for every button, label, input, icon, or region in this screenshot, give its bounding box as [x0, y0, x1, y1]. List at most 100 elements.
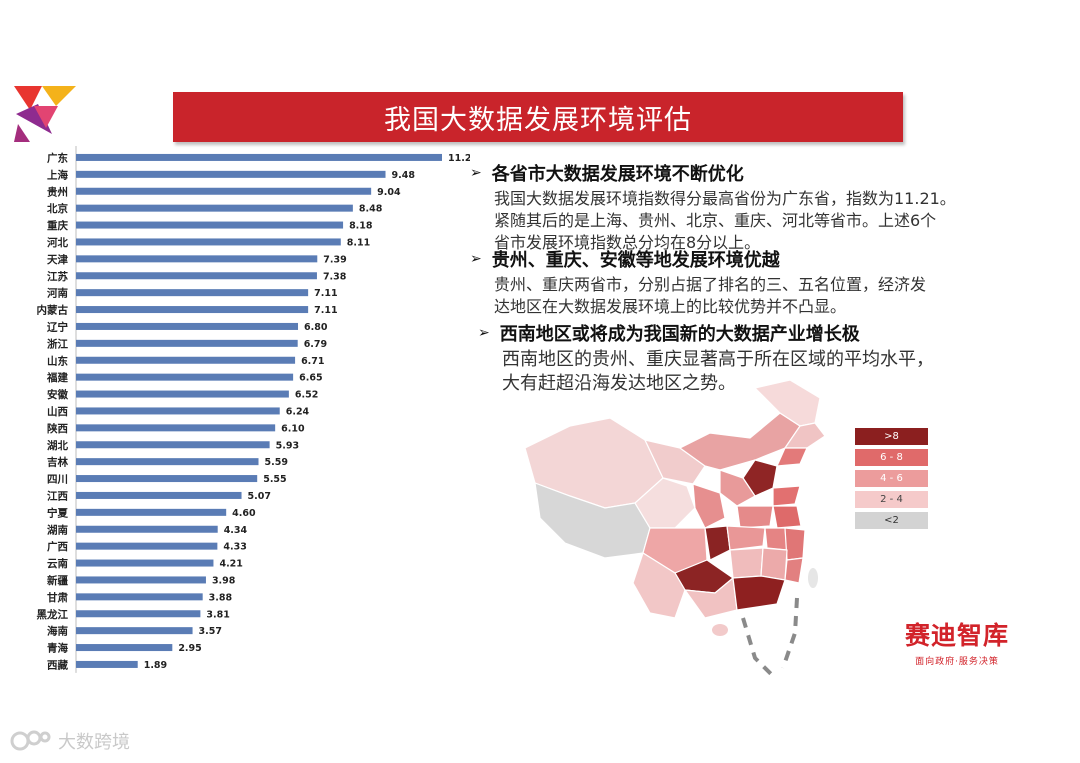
region-zhejiang [784, 527, 806, 561]
bar [76, 255, 318, 263]
bar [76, 491, 242, 499]
category-label: 福建 [46, 371, 68, 384]
data-label: 9.48 [392, 170, 416, 181]
bullet-2: ➢ 贵州、重庆、安徽等地发展环境优越 贵州、重庆两省市，分别占据了排名的三、五名… [470, 246, 926, 318]
data-label: 6.79 [304, 339, 327, 350]
category-label: 甘肃 [47, 591, 68, 604]
data-label: 7.38 [323, 271, 347, 282]
logo-icon [14, 86, 76, 142]
bullet-3-line-2: 大有赶超沿海发达地区之势。 [502, 373, 736, 394]
category-label: 浙江 [47, 337, 68, 350]
bar [76, 187, 372, 195]
region-hubei [726, 525, 766, 551]
region-fujian [784, 557, 804, 584]
bar [76, 559, 214, 567]
region-hebei [742, 459, 778, 497]
data-label: 11.21 [448, 153, 470, 164]
bar [76, 170, 386, 178]
category-label: 吉林 [47, 456, 68, 469]
bar [76, 221, 344, 229]
category-label: 广西 [47, 540, 68, 553]
category-label: 山东 [47, 354, 68, 367]
legend-item: 6 - 8 [855, 449, 928, 466]
region-henan [736, 505, 774, 529]
category-label: 贵州 [47, 185, 68, 198]
data-label: 8.18 [349, 221, 373, 232]
category-label: 湖南 [47, 523, 68, 536]
watermark: 大数跨境 [10, 728, 130, 754]
region-jiangxi [760, 547, 788, 581]
bullet-1-heading: 各省市大数据发展环境不断优化 [491, 164, 744, 185]
bar [76, 306, 309, 314]
bar [76, 525, 218, 533]
bar [76, 339, 298, 347]
data-label: 5.59 [265, 457, 288, 468]
bar [76, 390, 289, 398]
region-taiwan [808, 568, 818, 588]
data-label: 3.57 [199, 626, 222, 637]
data-label: 3.88 [209, 592, 233, 603]
region-shandong [772, 485, 801, 507]
bar [76, 660, 138, 668]
brand: 赛迪智库 面向政府·服务决策 [905, 616, 1009, 667]
region-liaoning [776, 447, 808, 467]
bullet-arrow-icon: ➢ [470, 251, 482, 267]
region-hunan [729, 547, 764, 579]
bar [76, 356, 296, 364]
bullet-2-line-1: 贵州、重庆两省市，分别占据了排名的三、五名位置，经济发 [494, 275, 927, 294]
data-label: 2.95 [178, 643, 201, 654]
bar [76, 153, 442, 161]
region-gansu [643, 439, 706, 485]
bullet-3-line-1: 西南地区的贵州、重庆显著高于所在区域的平均水平， [502, 349, 934, 370]
brand-slogan: 面向政府·服务决策 [915, 657, 999, 667]
bullet-1-line-2: 紧随其后的是上海、贵州、北京、重庆、河北等省市。上述6个 [494, 211, 937, 230]
data-label: 3.98 [212, 575, 236, 586]
region-yunnan [632, 552, 686, 619]
bar [76, 576, 206, 584]
data-label: 4.60 [232, 508, 256, 519]
category-label: 河南 [47, 287, 68, 300]
category-label: 上海 [47, 168, 68, 181]
bullet-1: ➢ 各省市大数据发展环境不断优化 我国大数据发展环境指数得分最高省份为广东省，指… [470, 160, 956, 254]
data-label: 6.10 [281, 423, 305, 434]
category-label: 黑龙江 [37, 608, 69, 621]
data-label: 7.39 [323, 254, 346, 265]
data-label: 1.89 [144, 660, 167, 671]
legend-item: <2 [855, 512, 928, 529]
category-label: 广东 [47, 151, 68, 164]
bar [76, 508, 227, 516]
data-label: 3.81 [206, 609, 229, 620]
bar [76, 204, 353, 212]
watermark-text: 大数跨境 [58, 732, 130, 753]
bar [76, 458, 259, 466]
bar [76, 272, 317, 280]
category-label: 内蒙古 [37, 304, 69, 317]
category-label: 四川 [47, 474, 68, 486]
bullet-1-line-1: 我国大数据发展环境指数得分最高省份为广东省，指数为11.21。 [494, 189, 956, 208]
bullet-3-heading: 西南地区或将成为我国新的大数据产业增长极 [499, 324, 860, 345]
bullet-arrow-icon: ➢ [470, 165, 482, 181]
bullet-3: ➢ 西南地区或将成为我国新的大数据产业增长极 西南地区的贵州、重庆显著高于所在区… [478, 320, 934, 396]
bar [76, 644, 173, 652]
region-shaanxi [692, 483, 726, 529]
region-anhui [764, 527, 788, 551]
bar [76, 373, 294, 381]
category-label: 新疆 [47, 574, 68, 587]
data-label: 8.11 [347, 237, 370, 248]
category-label: 陕西 [47, 422, 68, 435]
south-china-sea-line [741, 597, 799, 678]
watermark-logo-icon [10, 730, 51, 751]
category-label: 江苏 [47, 270, 68, 283]
category-label: 宁夏 [47, 506, 68, 519]
region-hainan [712, 624, 728, 636]
category-label: 河北 [47, 236, 68, 249]
bar [76, 407, 280, 415]
data-label: 5.07 [248, 491, 271, 502]
data-label: 4.33 [223, 542, 246, 553]
category-label: 辽宁 [47, 320, 68, 333]
bar [76, 441, 270, 449]
china-map [524, 379, 826, 678]
map-legend: >8 6 - 8 4 - 6 2 - 4 <2 [855, 428, 928, 533]
category-label: 北京 [47, 202, 68, 215]
category-label: 江西 [47, 489, 68, 502]
